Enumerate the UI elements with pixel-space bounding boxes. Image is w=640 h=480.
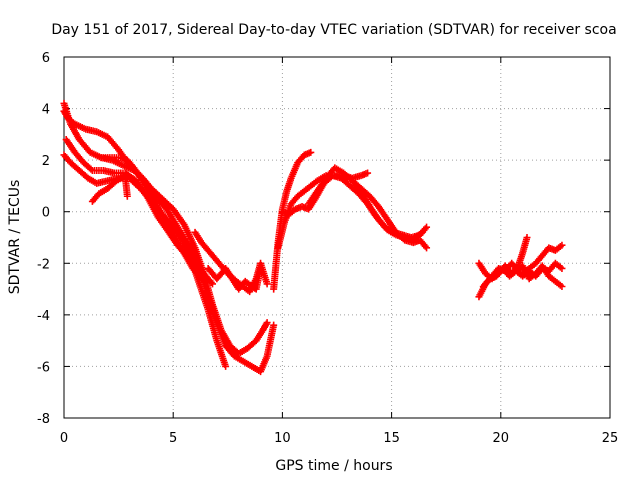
x-tick-label: 5	[169, 431, 177, 446]
x-tick-label: 15	[383, 431, 400, 446]
data-point	[257, 264, 265, 272]
data-point	[558, 282, 566, 290]
data-points	[60, 99, 566, 376]
y-tick-label: -2	[37, 257, 50, 272]
data-point	[523, 234, 531, 241]
x-tick-label: 25	[602, 431, 619, 446]
data-point	[207, 278, 215, 286]
x-axis-label: GPS time / hours	[275, 458, 392, 474]
series-arc-17	[479, 259, 566, 290]
x-tick-labels: 0 5 10 15 20 25	[60, 431, 618, 446]
data-point	[263, 280, 271, 288]
x-tick-label: 10	[274, 431, 291, 446]
chart-title: Day 151 of 2017, Sidereal Day-to-day VTE…	[51, 22, 616, 38]
axis-ticks	[63, 56, 611, 419]
data-point	[263, 319, 271, 327]
grid-lines	[64, 57, 610, 418]
y-tick-label: -8	[37, 412, 50, 427]
data-point	[222, 362, 230, 370]
y-tick-label: 0	[42, 206, 50, 221]
data-point	[307, 148, 315, 156]
y-tick-label: 4	[42, 103, 50, 118]
series-arc-5	[88, 172, 131, 205]
y-tick-label: 6	[42, 51, 50, 66]
data-point	[198, 275, 206, 283]
series-arc-6	[97, 154, 206, 283]
data-point	[209, 280, 217, 288]
data-point	[364, 169, 372, 177]
data-point	[196, 273, 204, 281]
data-point	[270, 321, 278, 329]
y-tick-label: -6	[37, 360, 50, 375]
data-point	[417, 230, 425, 238]
y-tick-label: -4	[37, 309, 50, 324]
y-tick-labels: -8 -6 -4 -2 0 2 4 6	[37, 51, 50, 427]
data-point	[558, 241, 566, 249]
data-point	[87, 165, 95, 173]
data-point	[423, 244, 431, 252]
data-point	[558, 264, 566, 272]
plot-frame	[63, 56, 611, 419]
y-axis-label: SDTVAR / TECUs	[7, 180, 23, 295]
series-arc-13	[348, 177, 426, 244]
data-point	[123, 192, 131, 200]
x-tick-label: 0	[60, 431, 68, 446]
series-arc-9	[270, 148, 315, 293]
data-point	[418, 228, 426, 236]
data-point	[423, 223, 431, 231]
y-tick-label: 2	[42, 154, 50, 169]
series-arc-8	[204, 264, 265, 293]
x-tick-label: 20	[493, 431, 510, 446]
